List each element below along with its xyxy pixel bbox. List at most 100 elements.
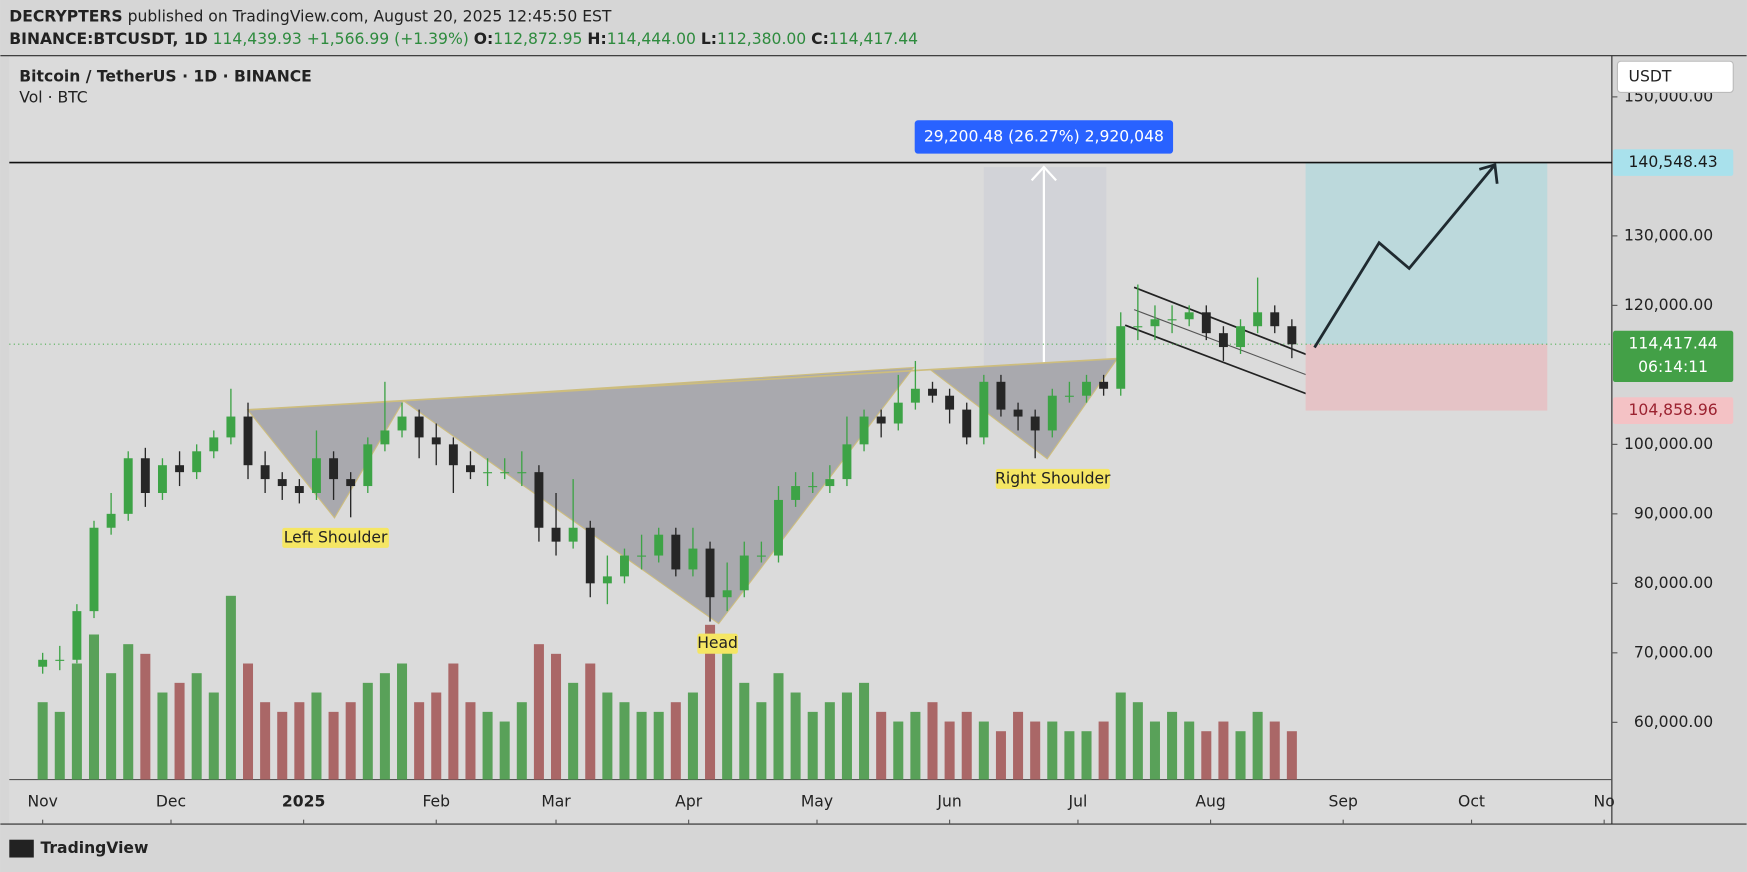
candle-body [243,416,253,466]
volume-bar [961,711,972,780]
candle-body [1082,381,1091,396]
y-tick-label: 70,000.00 [1634,643,1713,661]
candle-body [534,472,544,528]
candle-body [1116,326,1126,389]
ohlc-line: BINANCE:BTCUSDT, 1D 114,439.93 +1,566.99… [9,29,918,47]
candle-body [226,416,236,438]
head-shape [401,366,915,625]
volume-bar [1149,721,1160,780]
candle-body [1201,312,1211,334]
volume-bar [1201,731,1212,780]
volume-bar [123,644,134,780]
volume-bar [995,731,1006,780]
volume-bar [311,692,322,780]
y-tick-label: 130,000.00 [1624,226,1713,244]
candle-body [739,555,749,591]
volume-bar [1218,721,1229,780]
volume-bar [927,702,938,780]
candle-body [106,513,116,528]
candle-body [517,472,527,474]
candle-body [893,402,903,424]
volume-bar [824,702,835,780]
x-tick-label: Dec [156,792,186,810]
volume-bar [277,711,288,780]
channel-line [1133,286,1332,365]
candle-body [448,444,458,466]
candle-body [346,479,356,487]
volume-bar [54,711,65,780]
x-tick-label: Feb [422,792,450,810]
annotation: Right Shoulder [995,469,1111,487]
candle-body [996,381,1006,410]
candle-body [175,465,185,473]
volume-bar [687,692,698,780]
measure-label-box [914,120,1174,154]
candle-body [842,444,852,480]
volume-bar [1269,721,1280,780]
volume-bar [379,673,390,780]
candle-body [808,486,818,488]
candle-body [483,472,493,474]
brand: TradingView [40,839,148,857]
stop-zone [1305,344,1548,411]
candle-body [1013,409,1023,417]
volume-bar [328,711,339,780]
volume-bar [1286,731,1297,780]
candle-body [859,416,869,445]
o: 112,872.95 [493,29,582,47]
candle-body [157,465,167,493]
price: 114,439.93 [213,29,302,47]
last-price-label-box [1612,330,1734,383]
candle-body [192,451,202,473]
author: DECRYPTERS [9,7,122,25]
volume-bar [653,711,664,780]
candle-body [329,458,339,480]
volume-bar [482,711,493,780]
volume-bar [1013,711,1024,780]
y-tick-label: 90,000.00 [1634,504,1713,522]
volume-bar [1081,731,1092,780]
currency-box [1616,60,1734,93]
x-tick-label: 2025 [282,792,325,810]
currency: USDT [1629,67,1672,85]
candle-body [705,548,715,598]
volume-bar [140,653,151,780]
candle-body [1064,395,1074,397]
candle-body [363,444,373,487]
chart-title: Bitcoin / TetherUS · 1D · BINANCE [19,67,312,85]
candle-body [637,555,647,557]
y-tick-label: 60,000.00 [1634,713,1713,731]
candle-body [1030,416,1040,431]
volume-bar [739,682,750,780]
candle-body [209,437,219,452]
volume-bar [773,673,784,780]
candle-body [294,486,304,493]
target-label-box [1612,149,1734,176]
stop-label: 104,858.96 [1629,401,1718,419]
volume-bar [722,634,733,780]
neckline [247,357,1118,411]
candle-body [431,437,441,445]
x-tick-label: Oct [1458,792,1485,810]
volume-bar [431,692,442,780]
annotation-box [995,468,1110,489]
c-key: C: [811,29,829,47]
volume-bar [1235,731,1246,780]
l: 112,380.00 [717,29,806,47]
volume-bar [1047,721,1058,780]
change: +1,566.99 (+1.39%) [307,29,469,47]
volume-bar [619,702,630,780]
volume-bar [602,692,613,780]
candle-body [671,534,681,570]
candle-body [910,388,920,403]
y-tick-label: 100,000.00 [1624,435,1713,453]
projection-arrowhead [1478,163,1499,184]
candle-body [1287,326,1297,345]
candle-body [89,527,99,612]
candle-body [876,416,886,424]
candle-body [380,430,390,445]
volume-bar [1252,711,1263,780]
candle-body [1099,381,1109,389]
x-tick-label: No [1594,792,1615,810]
